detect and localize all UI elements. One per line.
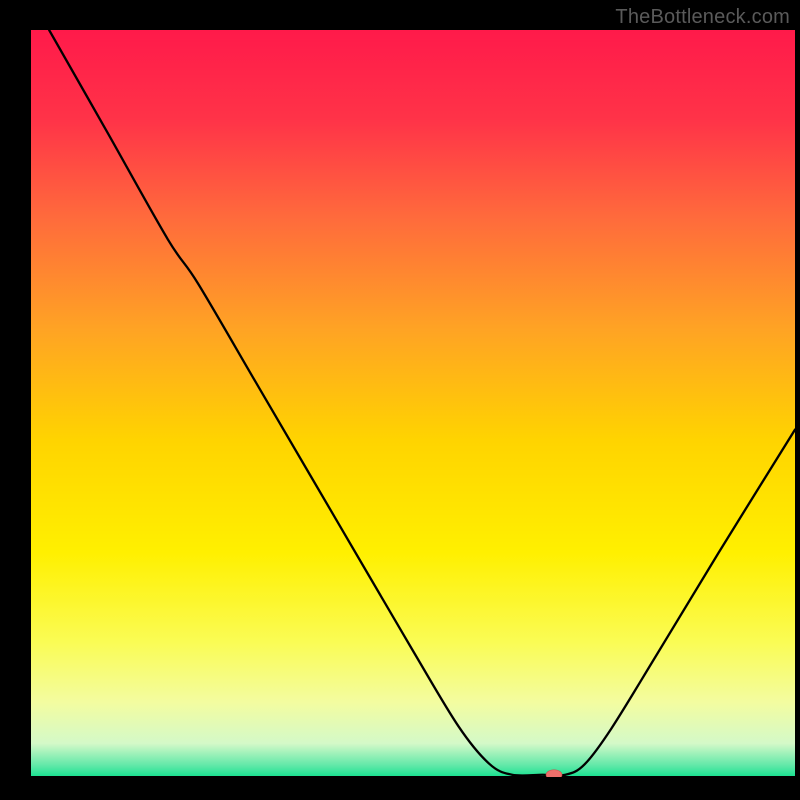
bottleneck-chart (0, 0, 800, 800)
watermark-text: TheBottleneck.com (615, 6, 790, 29)
plot-gradient-background (30, 30, 795, 777)
